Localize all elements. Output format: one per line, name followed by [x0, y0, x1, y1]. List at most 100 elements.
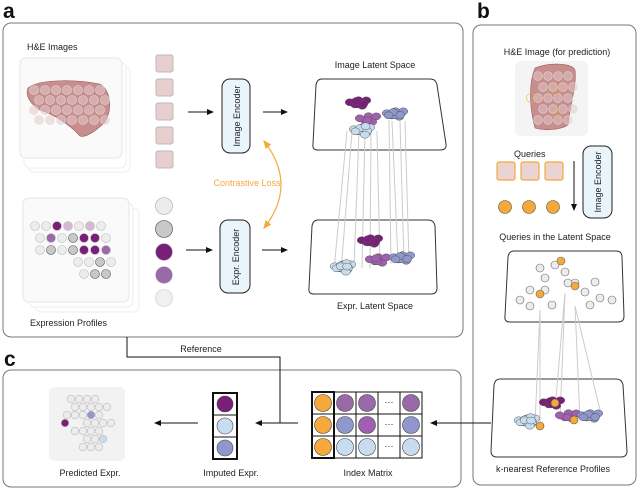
expr-latent-clusters [329, 234, 416, 276]
matrix-entry [336, 394, 354, 412]
expression-spot [90, 269, 100, 279]
predicted-spot [70, 402, 80, 412]
image-encoder-label: Image Encoder [232, 85, 242, 146]
expression-spot [106, 257, 116, 267]
matrix-entry [358, 438, 376, 456]
link-line [388, 119, 392, 265]
expression-spot [101, 233, 111, 243]
link-line [333, 130, 348, 271]
predicted-spot [90, 418, 100, 428]
ellipsis: ··· [385, 441, 394, 451]
predicted-spot [90, 434, 100, 444]
prediction-he-image [515, 61, 588, 136]
spot [533, 71, 543, 81]
predicted-spot [70, 410, 80, 420]
reference-label: Reference [180, 344, 222, 354]
expression-spot [52, 221, 62, 231]
query-spot-highlight [551, 85, 561, 95]
latent-point [550, 260, 560, 270]
image-patch [155, 126, 174, 145]
query-column-highlight [311, 391, 335, 459]
latent-point [560, 267, 570, 277]
index-matrix-label: Index Matrix [343, 468, 393, 478]
latent-point [590, 277, 600, 287]
expression-vectors [155, 197, 173, 307]
image-patches [155, 54, 174, 169]
query-patch [544, 161, 564, 181]
query-dot [546, 200, 560, 214]
query-latent-points [515, 256, 617, 311]
spot [62, 85, 72, 95]
spot [568, 82, 578, 92]
spot [543, 71, 553, 81]
expr-encoder-box [219, 219, 251, 294]
latent-point [585, 300, 595, 310]
expression-spot [68, 233, 78, 243]
spot [67, 115, 77, 125]
expression-spot [96, 221, 106, 231]
image-patch [155, 54, 174, 73]
spot [73, 85, 83, 95]
spot [56, 115, 66, 125]
expression-vector [155, 243, 173, 261]
query-in-reference [535, 421, 545, 431]
predicted-spot [102, 402, 112, 412]
spot [563, 93, 573, 103]
spot [543, 93, 553, 103]
latent-point [360, 122, 371, 130]
query-latent-point [535, 289, 545, 299]
panel-c-frame [2, 369, 462, 488]
knn-links [534, 292, 601, 428]
predicted-spot [86, 442, 96, 452]
query-patch [496, 161, 516, 181]
ellipsis: ··· [385, 419, 394, 429]
spot [78, 115, 88, 125]
imputed-value [216, 417, 234, 435]
expression-vector [155, 220, 173, 238]
predicted-spot [82, 418, 92, 428]
knn-link [574, 305, 581, 421]
predicted-spot [66, 394, 76, 404]
image-encoder-box-b [582, 145, 613, 219]
spot [89, 95, 99, 105]
matrix-entry [402, 416, 420, 434]
expression-spot [35, 245, 45, 255]
spot [45, 95, 55, 105]
expression-spot [95, 257, 105, 267]
spot [62, 105, 72, 115]
predicted-spot [74, 394, 84, 404]
query-embeddings [498, 200, 560, 214]
knn-link [534, 309, 541, 426]
panel-label-c: c [4, 348, 16, 371]
image-encoder-box [221, 78, 251, 154]
spot [29, 85, 39, 95]
image-patch [155, 102, 174, 121]
query-dot [498, 200, 512, 214]
expression-vector [155, 266, 173, 284]
link-line [340, 131, 353, 273]
link-line [391, 120, 399, 263]
spot [67, 95, 77, 105]
latent-point [371, 112, 382, 121]
reference-clusters [513, 396, 604, 431]
predicted-expr-spots [60, 394, 116, 452]
matrix-entry [314, 416, 332, 434]
latent-point [525, 301, 535, 311]
link-line [404, 120, 410, 263]
predicted-spot [62, 410, 72, 420]
expression-spot [74, 221, 84, 231]
latent-point [580, 287, 590, 297]
query-spot-highlight [551, 108, 561, 118]
ellipsis: ··· [385, 397, 394, 407]
predicted-spot [86, 402, 96, 412]
expression-profile-stack [22, 197, 140, 313]
expression-spot [46, 245, 56, 255]
image-encoder-label-b: Image Encoder [593, 151, 603, 212]
query-latent-point [570, 281, 580, 291]
predicted-spot [86, 410, 96, 420]
latent-point [515, 295, 525, 305]
spot [95, 105, 105, 115]
knn-link [554, 292, 566, 411]
expression-vector [155, 289, 173, 307]
